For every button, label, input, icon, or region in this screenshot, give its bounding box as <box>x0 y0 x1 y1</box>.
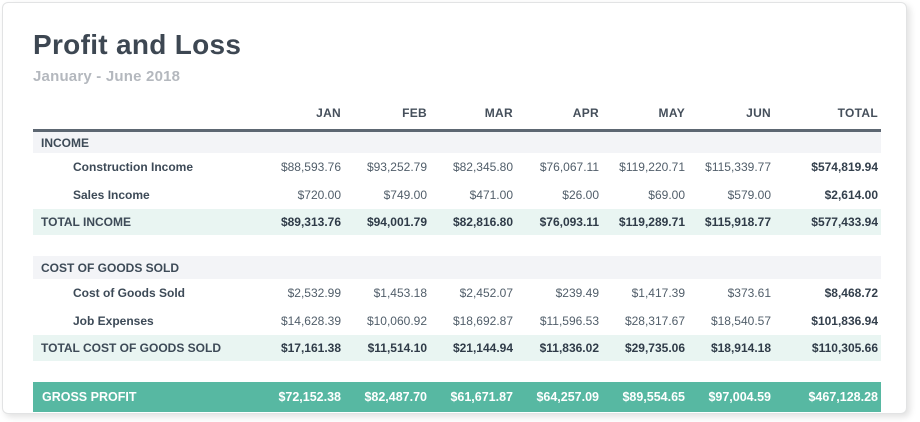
column-header-feb: FEB <box>344 105 430 132</box>
cell-value: $18,914.18 <box>688 335 774 362</box>
spacer-row <box>33 235 881 257</box>
cell-value: $82,487.70 <box>344 382 430 413</box>
cell-value: $2,452.07 <box>430 279 516 308</box>
row-label: Sales Income <box>33 181 258 210</box>
cell-value: $1,453.18 <box>344 279 430 308</box>
column-header-empty <box>33 105 258 132</box>
column-header-apr: APR <box>516 105 602 132</box>
table-row-gross-profit: GROSS PROFIT $72,152.38 $82,487.70 $61,6… <box>33 382 881 413</box>
cell-value: $471.00 <box>430 181 516 210</box>
cell-value: $115,918.77 <box>688 209 774 236</box>
report-date-range: January - June 2018 <box>33 67 181 85</box>
cell-value: $89,313.76 <box>258 209 344 236</box>
table-row-job-expenses: Job Expenses $14,628.39 $10,060.92 $18,6… <box>33 307 881 336</box>
cell-row-total: $467,128.28 <box>774 382 881 413</box>
cell-row-total: $110,305.66 <box>774 335 881 362</box>
table-row-total-cost-of-goods-sold: TOTAL COST OF GOODS SOLD $17,161.38 $11,… <box>33 335 881 362</box>
table-row-cost-of-goods-sold: Cost of Goods Sold $2,532.99 $1,453.18 $… <box>33 279 881 308</box>
cell-value: $97,004.59 <box>688 382 774 413</box>
cell-value: $94,001.79 <box>344 209 430 236</box>
cell-value: $88,593.76 <box>258 153 344 182</box>
cell-value: $61,671.87 <box>430 382 516 413</box>
cell-value: $64,257.09 <box>516 382 602 413</box>
row-label: Job Expenses <box>33 307 258 336</box>
table-header-row: JAN FEB MAR APR MAY JUN TOTAL <box>33 105 881 132</box>
column-header-may: MAY <box>602 105 688 132</box>
row-label: Cost of Goods Sold <box>33 279 258 308</box>
cell-row-total: $2,614.00 <box>774 181 881 210</box>
cell-value: $1,417.39 <box>602 279 688 308</box>
cell-value: $82,816.80 <box>430 209 516 236</box>
cell-value: $10,060.92 <box>344 307 430 336</box>
cell-value: $720.00 <box>258 181 344 210</box>
cell-value: $373.61 <box>688 279 774 308</box>
cell-value: $82,345.80 <box>430 153 516 182</box>
cell-value: $239.49 <box>516 279 602 308</box>
cell-value: $119,220.71 <box>602 153 688 182</box>
cell-value: $749.00 <box>344 181 430 210</box>
cell-value: $69.00 <box>602 181 688 210</box>
cell-value: $72,152.38 <box>258 382 344 413</box>
cell-value: $11,596.53 <box>516 307 602 336</box>
cell-value: $579.00 <box>688 181 774 210</box>
cell-value: $11,514.10 <box>344 335 430 362</box>
cell-value: $18,692.87 <box>430 307 516 336</box>
cell-value: $115,339.77 <box>688 153 774 182</box>
total-row-label: TOTAL COST OF GOODS SOLD <box>33 335 258 362</box>
cell-value: $119,289.71 <box>602 209 688 236</box>
cell-value: $76,093.11 <box>516 209 602 236</box>
cell-value: $14,628.39 <box>258 307 344 336</box>
table-header: JAN FEB MAR APR MAY JUN TOTAL <box>33 105 881 132</box>
cell-row-total: $577,433.94 <box>774 209 881 236</box>
profit-and-loss-table: JAN FEB MAR APR MAY JUN TOTAL INCOME Con… <box>33 105 881 413</box>
column-header-total: TOTAL <box>774 105 881 132</box>
total-row-label: TOTAL INCOME <box>33 209 258 236</box>
column-header-jan: JAN <box>258 105 344 132</box>
section-label: INCOME <box>33 130 258 154</box>
cell-value: $18,540.57 <box>688 307 774 336</box>
section-header-income: INCOME <box>33 130 881 154</box>
table-row-sales-income: Sales Income $720.00 $749.00 $471.00 $26… <box>33 181 881 210</box>
cell-value: $89,554.65 <box>602 382 688 413</box>
cell-row-total: $101,836.94 <box>774 307 881 336</box>
profit-and-loss-report-card: Profit and Loss January - June 2018 JAN … <box>2 2 907 414</box>
cell-value: $93,252.79 <box>344 153 430 182</box>
spacer-row <box>33 361 881 383</box>
page-title: Profit and Loss <box>33 29 242 60</box>
cell-value: $2,532.99 <box>258 279 344 308</box>
cell-value: $76,067.11 <box>516 153 602 182</box>
table-row-construction-income: Construction Income $88,593.76 $93,252.7… <box>33 153 881 182</box>
table-row-total-income: TOTAL INCOME $89,313.76 $94,001.79 $82,8… <box>33 209 881 236</box>
column-header-mar: MAR <box>430 105 516 132</box>
cell-value: $29,735.06 <box>602 335 688 362</box>
cell-value: $21,144.94 <box>430 335 516 362</box>
cell-value: $17,161.38 <box>258 335 344 362</box>
gross-profit-label: GROSS PROFIT <box>33 382 258 413</box>
section-label: COST OF GOODS SOLD <box>33 256 258 280</box>
cell-row-total: $8,468.72 <box>774 279 881 308</box>
section-header-cost-of-goods-sold: COST OF GOODS SOLD <box>33 256 881 280</box>
cell-value: $26.00 <box>516 181 602 210</box>
row-label: Construction Income <box>33 153 258 182</box>
cell-row-total: $574,819.94 <box>774 153 881 182</box>
cell-value: $11,836.02 <box>516 335 602 362</box>
column-header-jun: JUN <box>688 105 774 132</box>
cell-value: $28,317.67 <box>602 307 688 336</box>
